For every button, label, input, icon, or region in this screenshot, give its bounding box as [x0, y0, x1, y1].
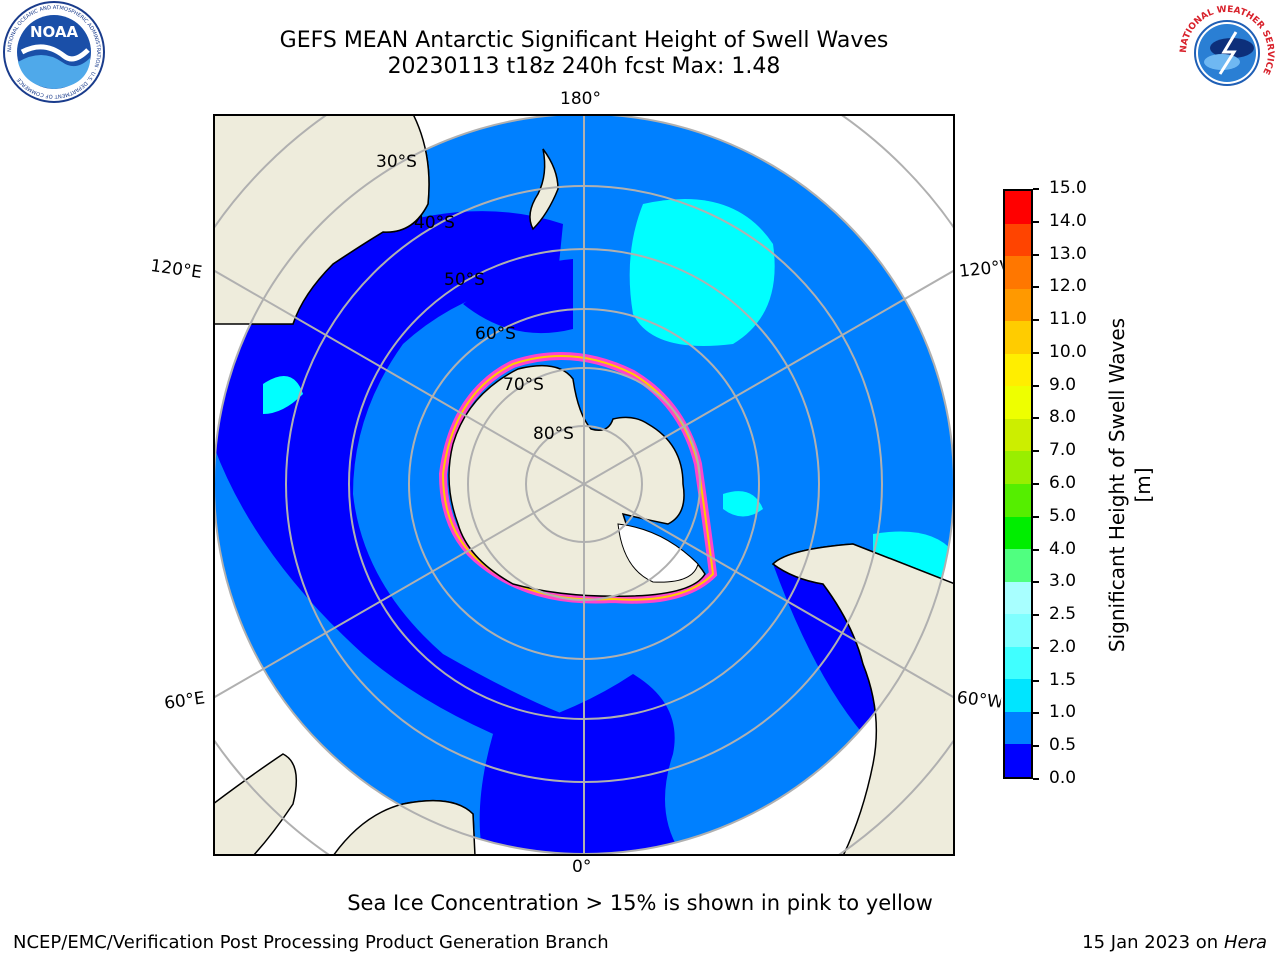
- colorbar-tick-label: 0.5: [1049, 735, 1077, 756]
- lat-label-50s: 50°S: [444, 270, 485, 290]
- colorbar-tick-label: 2.0: [1049, 636, 1077, 657]
- colorbar-tick-label: 10.0: [1049, 341, 1087, 362]
- lat-label-60s: 60°S: [475, 324, 516, 344]
- polar-map: [213, 114, 955, 856]
- colorbar-segment: [1005, 581, 1031, 615]
- colorbar-tick-mark: [1033, 319, 1039, 322]
- colorbar-tick-mark: [1033, 515, 1039, 518]
- colorbar-segment: [1005, 223, 1031, 257]
- colorbar-tick-mark: [1033, 220, 1039, 223]
- colorbar-segment: [1005, 484, 1031, 517]
- colorbar-segment: [1005, 451, 1031, 484]
- colorbar-tick-mark: [1033, 745, 1039, 748]
- colorbar-segment: [1005, 386, 1031, 419]
- colorbar-tick-mark: [1033, 679, 1039, 682]
- colorbar-tick-mark: [1033, 253, 1039, 256]
- noaa-logo-icon: NATIONAL OCEANIC AND ATMOSPHERIC ADMINIS…: [3, 1, 105, 103]
- colorbar-tick-label: 3.0: [1049, 571, 1077, 592]
- colorbar-segment: [1005, 418, 1031, 452]
- colorbar-tick-label: 11.0: [1049, 309, 1087, 330]
- machine-name: Hera: [1223, 932, 1267, 953]
- colorbar-segment: [1005, 288, 1031, 322]
- colorbar-segment: [1005, 256, 1031, 289]
- colorbar-tick-mark: [1033, 450, 1039, 453]
- lat-label-70s: 70°S: [503, 375, 544, 395]
- colorbar-tick-label: 8.0: [1049, 407, 1077, 428]
- colorbar-tick-label: 1.0: [1049, 702, 1077, 723]
- colorbar-segment: [1005, 711, 1031, 745]
- colorbar-tick-mark: [1033, 548, 1039, 551]
- colorbar-tick-label: 15.0: [1049, 178, 1087, 198]
- colorbar: [1003, 189, 1033, 779]
- lat-label-30s: 30°S: [376, 152, 417, 172]
- colorbar-tick-mark: [1033, 483, 1039, 485]
- colorbar-tick-mark: [1033, 384, 1039, 387]
- colorbar-tick-label: 6.0: [1049, 473, 1077, 493]
- colorbar-tick-label: 4.0: [1049, 538, 1077, 559]
- svg-text:NOAA: NOAA: [30, 23, 79, 41]
- lon-label-bottom: 0°: [572, 857, 592, 877]
- colorbar-tick-label: 13.0: [1049, 243, 1087, 264]
- chart-title-line1: GEFS MEAN Antarctic Significant Height o…: [279, 28, 889, 53]
- colorbar-ticks: 0.0 0.5 1.0 1.5 2.0 2.5 3.0 4.0 5.0 6.0 7.0 8.0 9.0 1…: [1033, 178, 1103, 788]
- lat-label-80s: 80°S: [533, 424, 574, 444]
- national-weather-service-logo-icon: NATIONAL WEATHER SERVICE: [1178, 4, 1276, 102]
- colorbar-segment: [1005, 614, 1031, 647]
- lon-label-top: 180°: [560, 89, 601, 109]
- date-text: 15 Jan 2023 on Hera: [1082, 932, 1267, 953]
- colorbar-tick-mark: [1033, 188, 1039, 190]
- lon-label-right-lower: 60°W: [955, 688, 1002, 713]
- colorbar-tick-label: 2.5: [1049, 604, 1077, 625]
- colorbar-tick-mark: [1033, 286, 1039, 289]
- lon-label-left-lower: 60°E: [163, 688, 207, 714]
- colorbar-tick-label: 0.0: [1049, 768, 1077, 788]
- lon-label-right-upper: 120°W: [958, 257, 1004, 282]
- colorbar-tick-mark: [1033, 646, 1039, 649]
- colorbar-segment: [1005, 516, 1031, 550]
- date-label: 15 Jan 2023 on: [1082, 932, 1224, 953]
- colorbar-segment: [1005, 353, 1031, 387]
- colorbar-segment: [1005, 321, 1031, 354]
- colorbar-tick-mark: [1033, 614, 1039, 617]
- colorbar-segment: [1005, 549, 1031, 582]
- colorbar-segment: [1005, 679, 1031, 712]
- colorbar-tick-label: 9.0: [1049, 374, 1077, 395]
- colorbar-segment: [1005, 191, 1031, 224]
- colorbar-tick-mark: [1033, 778, 1039, 780]
- colorbar-tick-mark: [1033, 712, 1039, 715]
- lat-label-40s: 40°S: [414, 213, 455, 233]
- colorbar-segment: [1005, 744, 1031, 777]
- colorbar-label: Significant Height of Swell Waves [m]: [1105, 317, 1155, 653]
- colorbar-tick-label: 5.0: [1049, 505, 1077, 526]
- colorbar-tick-label: 1.5: [1049, 669, 1077, 690]
- colorbar-tick-label: 7.0: [1049, 440, 1077, 461]
- sea-ice-note: Sea Ice Concentration > 15% is shown in …: [347, 891, 933, 915]
- colorbar-tick-mark: [1033, 417, 1039, 420]
- chart-title-line2: 20230113 t18z 240h fcst Max: 1.48: [387, 54, 781, 79]
- colorbar-tick-label: 12.0: [1049, 276, 1087, 297]
- map-frame: [213, 114, 955, 856]
- colorbar-tick-mark: [1033, 581, 1039, 584]
- lon-label-left-upper: 120°E: [149, 256, 204, 284]
- colorbar-tick-label: 14.0: [1049, 210, 1087, 231]
- colorbar-tick-mark: [1033, 351, 1039, 354]
- credit-text: NCEP/EMC/Verification Post Processing Pr…: [13, 932, 609, 953]
- colorbar-segment: [1005, 646, 1031, 680]
